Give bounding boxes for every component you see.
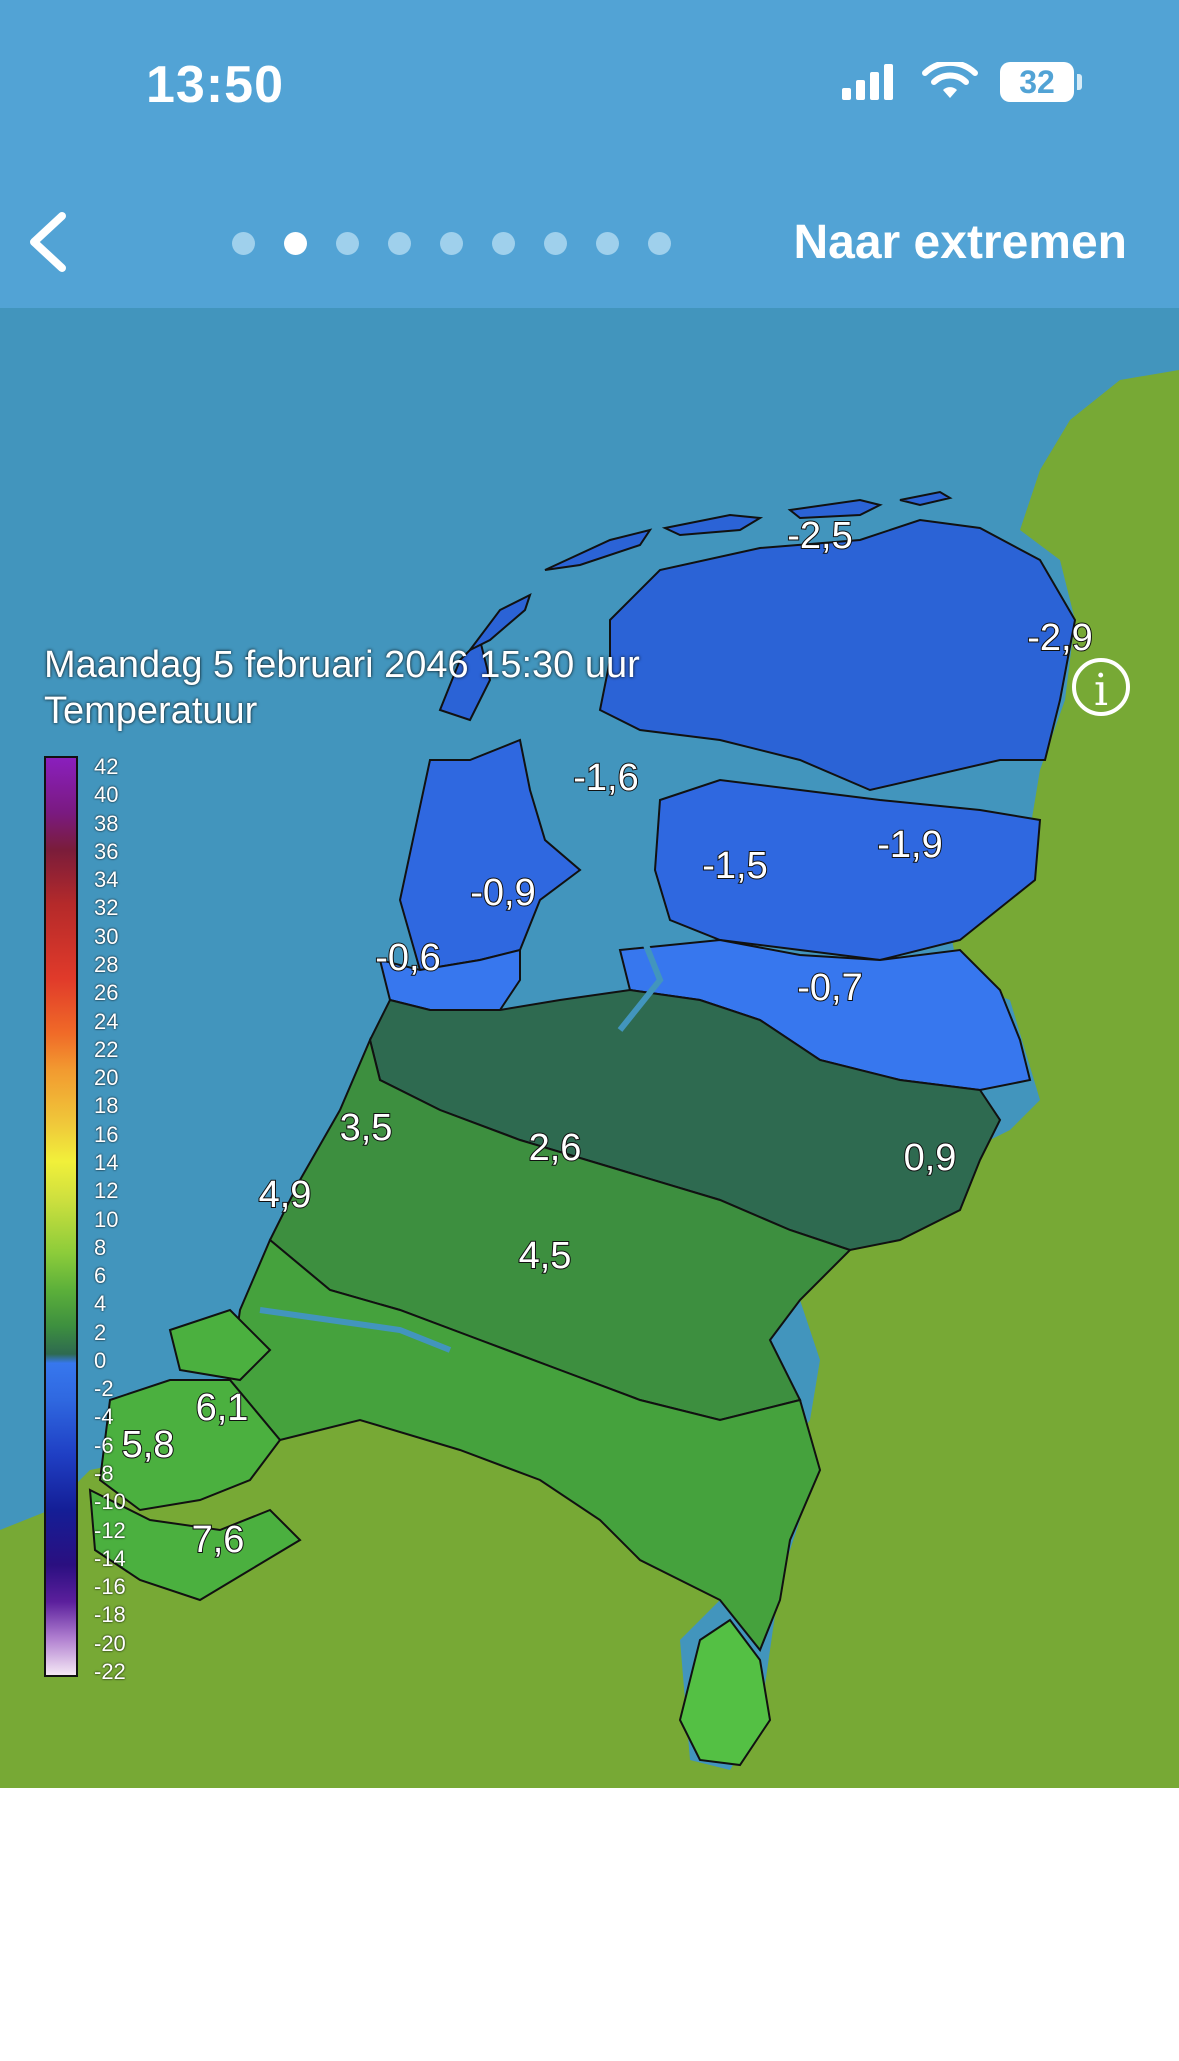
legend-tick-label: 16 [94, 1121, 119, 1147]
temperature-label: -1,9 [877, 824, 942, 866]
zone-south [228, 1238, 822, 1652]
legend-tick-label: -8 [94, 1461, 114, 1487]
legend-tick-label: -18 [94, 1602, 126, 1628]
legend-tick-label: -14 [94, 1545, 126, 1571]
legend-tick-label: 42 [94, 754, 119, 779]
legend-tick-label: 0 [94, 1347, 107, 1373]
legend-tick-label: 32 [94, 895, 119, 921]
temperature-labels: -2,5 -2,9 -1,6 -1,5 -1,9 -0,9 -0,6 -0,7 3,5 2,6 0,… [121, 514, 1094, 1562]
zone-limburg [678, 1618, 772, 1767]
map-canvas: -2,5 -2,9 -1,6 -1,5 -1,9 -0,9 -0,6 -0,7 3,5 2,6 0,… [0, 308, 1179, 1788]
legend-tick-label: 38 [94, 810, 119, 836]
zone-noordholland [398, 738, 582, 972]
battery-tip [1077, 74, 1082, 90]
legend-tick-label: 2 [94, 1319, 107, 1345]
temperature-label: -1,6 [573, 757, 638, 799]
wadden-islands [469, 490, 953, 651]
temperature-label: 2,6 [529, 1127, 582, 1169]
legend-tick-label: -2 [94, 1376, 114, 1402]
page-dot[interactable] [440, 232, 463, 255]
status-icons: 32 [840, 62, 1082, 112]
map-date: Maandag 5 februari 2046 15:30 uur [44, 644, 640, 686]
temperature-label: -0,9 [470, 872, 535, 914]
page-dot[interactable] [492, 232, 515, 255]
temperature-label: 5,8 [122, 1424, 175, 1466]
temperature-map[interactable]: -2,5 -2,9 -1,6 -1,5 -1,9 -0,9 -0,6 -0,7 3,5 2,6 0,… [0, 308, 1179, 2060]
battery-indicator: 32 [1000, 62, 1074, 102]
legend-tick-label: -20 [94, 1630, 126, 1656]
app-header: 13:50 32 Naar extremen [0, 0, 1179, 308]
legend-tick-label: 26 [94, 980, 119, 1006]
legend-tick-label: 34 [94, 867, 119, 893]
brand-wordmark: weerplaza [88, 2004, 313, 2060]
foreign-land [0, 370, 1179, 1788]
legend-tick-label: -4 [94, 1404, 114, 1430]
info-button[interactable]: i [1072, 658, 1130, 716]
legend-tick-label: 36 [94, 838, 119, 864]
page-dot[interactable] [284, 232, 307, 255]
legend-tick-label: 22 [94, 1036, 119, 1062]
zone-polder [653, 778, 1042, 962]
legend-tick-label: 18 [94, 1093, 119, 1119]
map-parameter: Temperatuur [44, 690, 258, 732]
legend-colorbar [44, 756, 78, 1677]
zone-north [598, 518, 1077, 792]
cloud-icon [28, 2007, 78, 2057]
page-dot[interactable] [336, 232, 359, 255]
legend-tick-label: 40 [94, 782, 119, 808]
temperature-label: -1,5 [702, 845, 767, 887]
temperature-label: -2,5 [787, 515, 852, 557]
temperature-label: -0,7 [797, 967, 862, 1009]
temperature-label: 4,9 [259, 1174, 312, 1216]
temperature-label: 0,9 [904, 1137, 957, 1179]
temperature-label: 7,6 [192, 1519, 245, 1561]
legend-tick-label: -6 [94, 1432, 114, 1458]
map-title: Maandag 5 februari 2046 15:30 uur Temper… [44, 642, 640, 734]
legend-tick-label: 20 [94, 1065, 119, 1091]
legend-tick-label: -22 [94, 1659, 126, 1684]
temperature-label: -2,9 [1027, 617, 1092, 659]
temperature-label: 3,5 [340, 1107, 393, 1149]
legend-tick-label: 30 [94, 923, 119, 949]
legend-tick-label: 14 [94, 1149, 119, 1175]
legend-tick-label: 24 [94, 1008, 119, 1034]
legend-tick-label: 4 [94, 1291, 107, 1317]
temperature-label: 4,5 [519, 1235, 572, 1277]
page-dot[interactable] [232, 232, 255, 255]
signal-icon [842, 64, 893, 100]
page-dot[interactable] [388, 232, 411, 255]
bottom-safe-area [0, 1788, 1179, 1830]
legend-tick-label: 12 [94, 1178, 119, 1204]
legend-tick-label: 10 [94, 1206, 119, 1232]
legend-tick-label: -12 [94, 1517, 126, 1543]
legend-tick-label: 6 [94, 1263, 107, 1289]
legend-tick-label: -16 [94, 1574, 126, 1600]
rivers [259, 928, 664, 1353]
zone-wadden [438, 638, 492, 722]
weerplaza-logo: weerplaza [26, 2003, 313, 2061]
temperature-label: -0,6 [375, 937, 440, 979]
legend-tick-label: -10 [94, 1489, 126, 1515]
legend-tick-label: 8 [94, 1234, 107, 1260]
page-dot[interactable] [648, 232, 671, 255]
back-chevron-icon[interactable] [20, 208, 80, 276]
zone-zeeland [88, 1308, 302, 1602]
status-time: 13:50 [146, 56, 284, 114]
legend-tick-label: 28 [94, 951, 119, 977]
page-indicator[interactable] [232, 232, 671, 256]
wifi-icon [922, 62, 978, 98]
page-dot[interactable] [596, 232, 619, 255]
temperature-label: 6,1 [196, 1387, 249, 1429]
naar-extremen-button[interactable]: Naar extremen [793, 216, 1127, 269]
page-dot[interactable] [544, 232, 567, 255]
